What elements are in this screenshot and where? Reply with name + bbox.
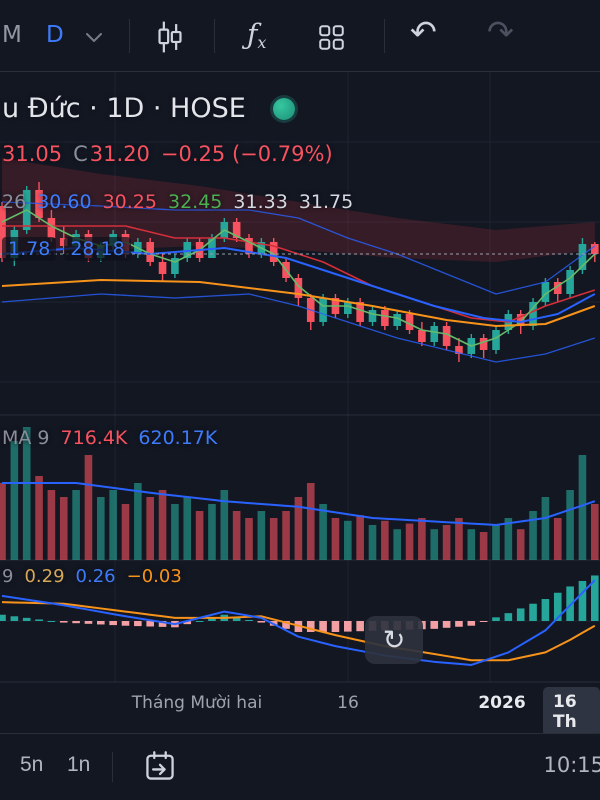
chevron-down-icon[interactable] bbox=[86, 33, 102, 42]
top-toolbar: M D ƒx bbox=[0, 0, 600, 72]
ma-green-value: 32.45 bbox=[168, 191, 223, 213]
grid-icon bbox=[319, 25, 344, 50]
volume-ma-value: 620.17K bbox=[138, 427, 218, 449]
macd-line-value: 0.26 bbox=[75, 566, 116, 587]
interval-button-month[interactable]: M bbox=[2, 22, 22, 48]
market-status-icon[interactable] bbox=[272, 97, 295, 120]
go-to-date-button[interactable] bbox=[144, 750, 176, 782]
change-value: −0.25 (−0.79%) bbox=[160, 142, 333, 166]
toolbar-separator bbox=[129, 19, 130, 53]
range-button-1y[interactable]: 1n bbox=[67, 753, 91, 776]
range-button-5y[interactable]: 5n bbox=[20, 753, 44, 776]
time-axis[interactable]: Tháng Mười hai 16 2026 16 Th bbox=[0, 682, 600, 737]
macd-histogram-value: 0.29 bbox=[24, 566, 65, 587]
ma-gray-value-1: 31.33 bbox=[233, 191, 288, 213]
axis-label-day: 16 bbox=[337, 693, 359, 713]
axis-date-chip: 16 Th bbox=[543, 687, 600, 737]
interval-button-day[interactable]: D bbox=[46, 22, 64, 48]
calendar-arrow-icon bbox=[146, 751, 174, 780]
toolbar-separator bbox=[214, 19, 215, 53]
symbol-title[interactable]: u Đức · 1D · HOSE bbox=[2, 93, 306, 124]
axis-label-year: 2026 bbox=[478, 693, 526, 713]
low-value: 31.05 bbox=[2, 142, 63, 166]
redo-icon[interactable]: ↷ bbox=[487, 14, 514, 50]
symbol-text: u Đức · 1D · HOSE bbox=[2, 93, 246, 124]
ohlc-row[interactable]: 31.05 C 31.20 −0.25 (−0.79%) bbox=[2, 142, 344, 166]
bottom-toolbar: 5n 1n 10:15 bbox=[0, 733, 600, 800]
chart-type-candles-button[interactable] bbox=[155, 21, 185, 53]
candlestick-icon bbox=[158, 21, 182, 53]
macd-signal-value: −0.03 bbox=[126, 566, 182, 587]
ma-blue-value: 30.60 bbox=[37, 191, 92, 213]
layout-grid-button[interactable] bbox=[318, 24, 345, 51]
macd-period: 9 bbox=[2, 566, 14, 587]
ma-period: 26 bbox=[2, 191, 27, 213]
ma-legend-row[interactable]: 26 30.60 30.25 32.45 31.33 31.75 bbox=[2, 191, 364, 213]
refresh-button[interactable]: ↻ bbox=[365, 616, 423, 664]
ma-gray-value-2: 31.75 bbox=[298, 191, 354, 213]
macd-legend-row[interactable]: 9 0.29 0.26 −0.03 bbox=[2, 566, 193, 587]
bb-upper-value: 1.78 bbox=[2, 237, 57, 261]
bollinger-legend-row[interactable]: 1.78 28.18 bbox=[2, 237, 139, 261]
refresh-icon: ↻ bbox=[382, 624, 406, 655]
bar-countdown: 10:15 bbox=[543, 753, 600, 777]
undo-icon[interactable]: ↶ bbox=[410, 14, 437, 50]
close-value: 31.20 bbox=[89, 142, 150, 166]
bb-lower-value: 28.18 bbox=[64, 237, 131, 261]
axis-label-month: Tháng Mười hai bbox=[131, 693, 263, 713]
ma-red-value: 30.25 bbox=[102, 191, 157, 213]
toolbar-separator bbox=[384, 19, 385, 53]
volume-value: 716.4K bbox=[60, 427, 128, 449]
volume-legend-row[interactable]: MA 9 716.4K 620.17K bbox=[2, 427, 228, 449]
toolbar-separator bbox=[112, 752, 113, 782]
chart-canvas[interactable] bbox=[0, 72, 600, 733]
volume-ma-label: MA 9 bbox=[2, 427, 50, 449]
close-label: C bbox=[73, 142, 88, 166]
indicators-fx-icon[interactable]: ƒx bbox=[247, 18, 267, 52]
